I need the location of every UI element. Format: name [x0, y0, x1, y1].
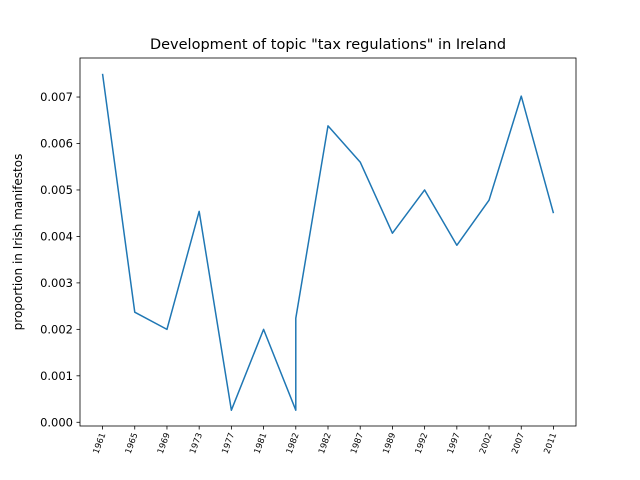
chart-title: Development of topic "tax regulations" i…	[150, 37, 506, 53]
y-tick-label: 0.002	[40, 322, 73, 336]
y-tick-label: 0.005	[40, 183, 73, 197]
y-axis-label: proportion in Irish manifestos	[11, 154, 25, 331]
plot-frame	[79, 57, 577, 427]
y-tick-label: 0.000	[40, 415, 73, 429]
y-tick-label: 0.006	[40, 136, 73, 150]
y-tick-label: 0.003	[40, 276, 73, 290]
y-tick-label: 0.004	[40, 229, 73, 243]
y-tick-label: 0.001	[40, 369, 73, 383]
y-tick-label: 0.007	[40, 90, 73, 104]
data-line	[101, 73, 555, 411]
